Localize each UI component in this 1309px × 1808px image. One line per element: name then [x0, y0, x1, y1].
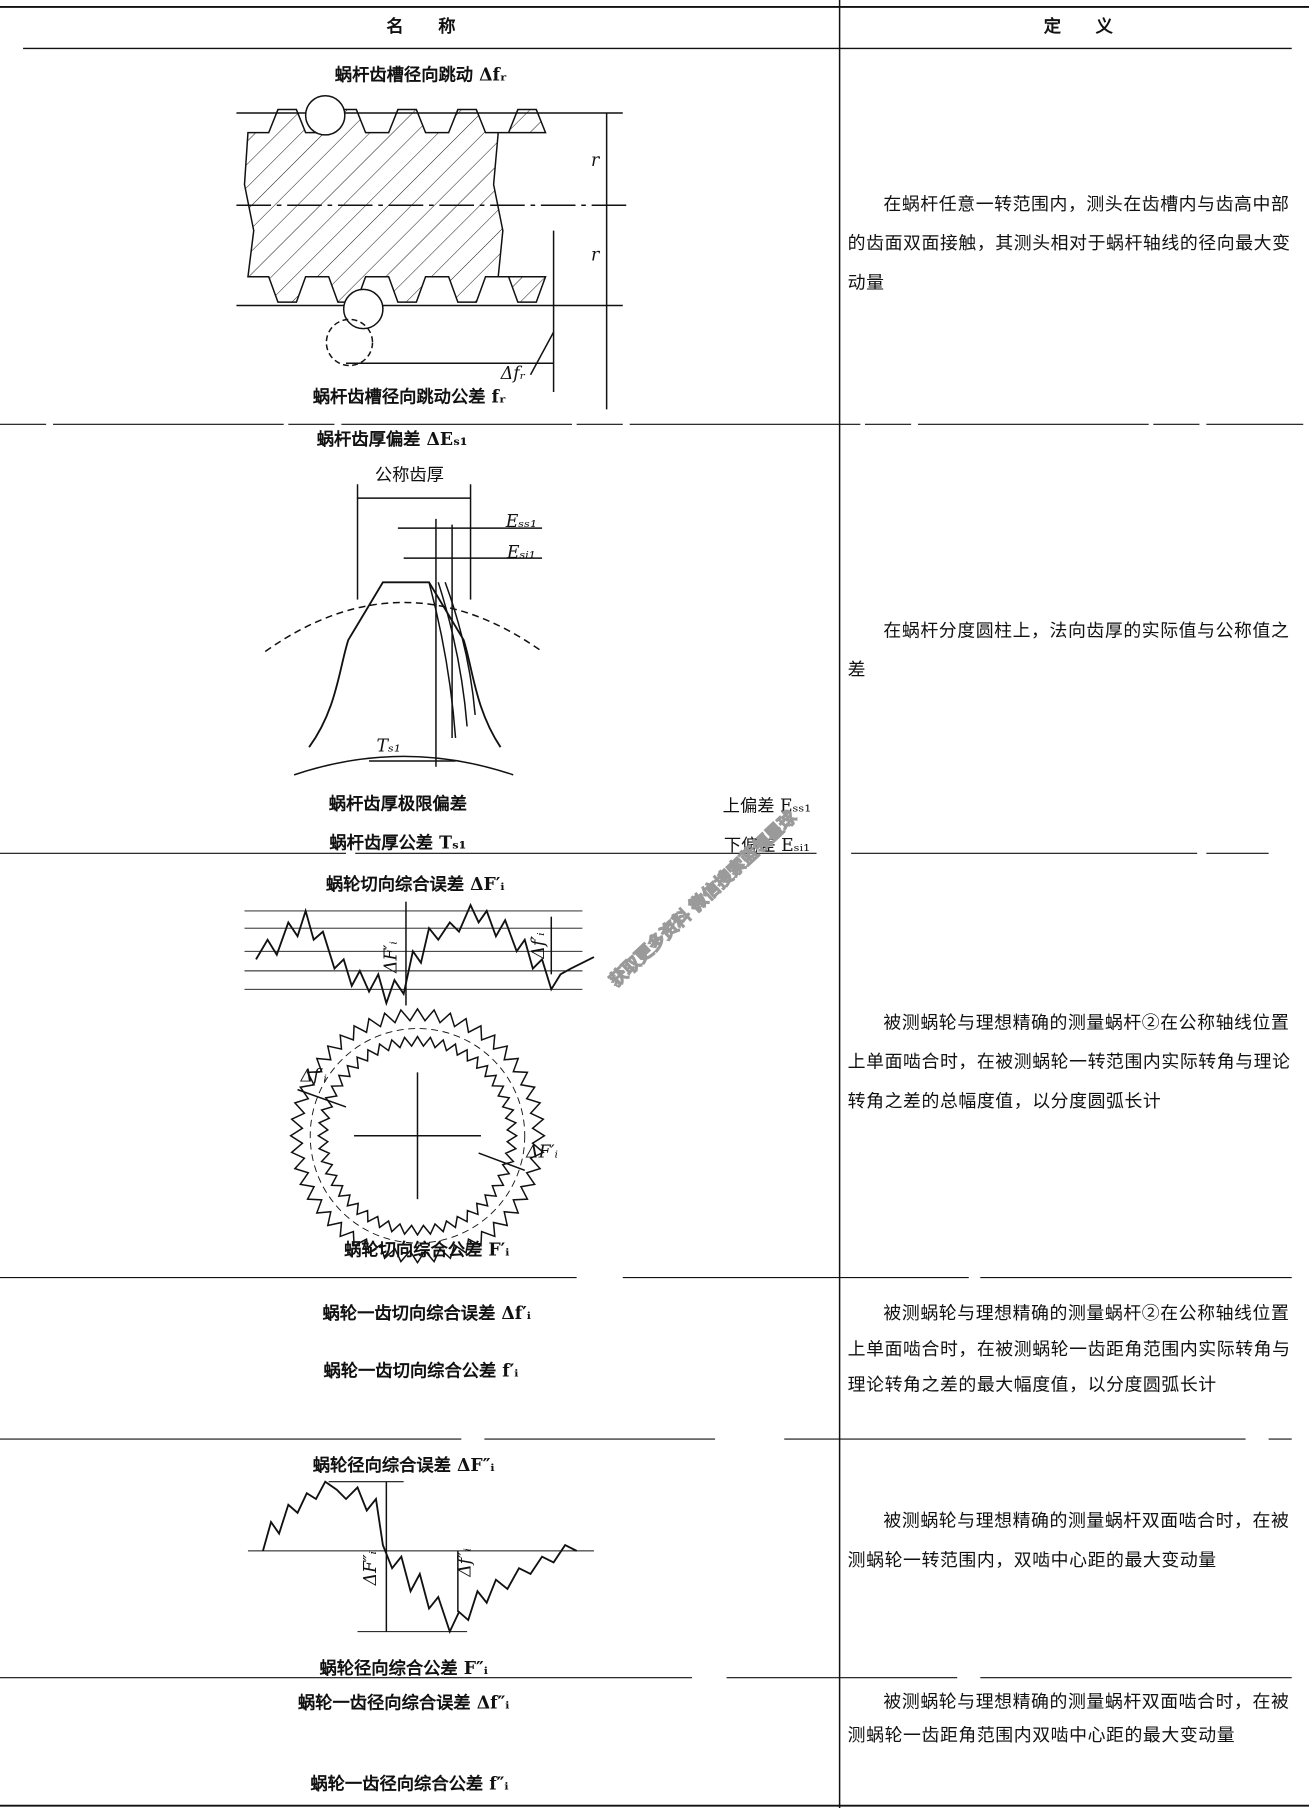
deviation: 下偏差 Eₛᵢ₁	[724, 836, 810, 856]
definition-box: 被测蜗轮与理想精确的测量蜗杆双面啮合时，在被测蜗轮一齿距角范围内双啮中心距的最大…	[847, 1691, 1290, 1746]
row-tolerance: 蜗杆齿槽径向跳动公差 fᵣ	[313, 386, 506, 407]
tip-arc	[293, 755, 514, 776]
row-name: 蜗轮一齿切向综合误差 Δf′ᵢ	[323, 1303, 531, 1324]
definition: 在蜗杆分度圆柱上，法向齿厚的实际值与公称值之差	[847, 620, 1290, 681]
pitch-circle	[309, 1028, 526, 1244]
dim-label: r	[591, 151, 601, 171]
gear-outer	[289, 1007, 546, 1264]
dim-label: r	[591, 245, 601, 265]
error-curve	[255, 902, 595, 1007]
row-tolerance: 蜗轮一齿切向综合公差 f′ᵢ	[323, 1361, 518, 1382]
dim-line	[478, 1152, 526, 1172]
error-curve	[262, 1480, 578, 1635]
row-tolerance: 蜗杆齿厚公差 Tₛ₁	[329, 833, 466, 854]
pitch-arc	[264, 601, 543, 653]
figures	[236, 94, 629, 1635]
watermark: 获取更多资料 微信搜索蓝领星球	[606, 808, 801, 991]
deviation: 上偏差 Eₛₛ₁	[723, 797, 812, 817]
flank-curve	[437, 582, 468, 727]
definition: 在蜗杆任意一转范围内，测头在齿槽内与齿高中部的齿面双面接触，其测头相对于蜗杆轴线…	[847, 193, 1291, 293]
row-tolerance: 蜗轮径向综合公差 F″ᵢ	[319, 1658, 487, 1679]
row-tolerance: 蜗轮一齿径向综合公差 f″ᵢ	[310, 1773, 508, 1794]
definition: 被测蜗轮与理想精确的测量蜗杆②在公称轴线位置上单面啮合时，在被测蜗轮一齿距角范围…	[847, 1302, 1291, 1396]
row-name: 蜗轮切向综合误差 ΔF′ᵢ	[326, 874, 505, 895]
row-name: 蜗轮径向综合误差 ΔF″ᵢ	[313, 1455, 495, 1476]
row-name: 蜗杆齿厚偏差 ΔEₛ₁	[317, 429, 468, 450]
definition-box: 被测蜗轮与理想精确的测量蜗杆②在公称轴线位置上单面啮合时，在被测蜗轮一齿距角范围…	[847, 1302, 1291, 1396]
header-definition: 定 义	[1044, 16, 1114, 37]
row-limit: 蜗杆齿厚极限偏差	[329, 793, 467, 814]
dim-label: ΔF″ᵢ	[361, 1551, 381, 1586]
dim-label: Eₛᵢ₁	[506, 543, 536, 563]
definition: 被测蜗轮与理想精确的测量蜗杆双面啮合时，在被测蜗轮一转范围内，双啮中心距的最大变…	[847, 1510, 1290, 1571]
dim-label: Δf″ᵢ	[455, 1548, 475, 1578]
header-name: 名 称	[386, 16, 455, 37]
dim-label: ΔF′ᵢ	[382, 941, 402, 974]
dim-line	[297, 1088, 347, 1108]
dim-label: Δf′ᵢ	[529, 932, 549, 959]
row-name: 蜗杆齿槽径向跳动 Δfᵣ	[335, 65, 507, 86]
dim-label: 公称齿厚	[375, 466, 444, 486]
gear-inner	[316, 1035, 519, 1237]
definition: 被测蜗轮与理想精确的测量蜗杆双面啮合时，在被测蜗轮一齿距角范围内双啮中心距的最大…	[847, 1691, 1290, 1746]
probe	[304, 94, 346, 136]
definition: 被测蜗轮与理想精确的测量蜗杆②在公称轴线位置上单面啮合时，在被测蜗轮一转范围内实…	[847, 1012, 1291, 1112]
definition-box: 被测蜗轮与理想精确的测量蜗杆②在公称轴线位置上单面啮合时，在被测蜗轮一转范围内实…	[847, 1012, 1291, 1112]
dim-label: Tₛ₁	[377, 737, 401, 757]
dim-label: Δfᵣ	[500, 364, 526, 384]
dim-line	[529, 331, 555, 376]
probe	[342, 288, 384, 330]
dim-label: Eₛₛ₁	[505, 512, 537, 532]
tooth-profile	[308, 581, 502, 748]
definition-box: 在蜗杆任意一转范围内，测头在齿槽内与齿高中部的齿面双面接触，其测头相对于蜗杆轴线…	[847, 193, 1291, 293]
flank-curve	[444, 582, 476, 715]
definition-box: 被测蜗轮与理想精确的测量蜗杆双面啮合时，在被测蜗轮一转范围内，双啮中心距的最大变…	[847, 1510, 1290, 1571]
row-name: 蜗轮一齿径向综合误差 Δf″ᵢ	[298, 1693, 510, 1714]
probe-dashed	[325, 318, 374, 367]
definition-box: 在蜗杆分度圆柱上，法向齿厚的实际值与公称值之差	[847, 620, 1290, 681]
flank-curve	[428, 582, 457, 739]
